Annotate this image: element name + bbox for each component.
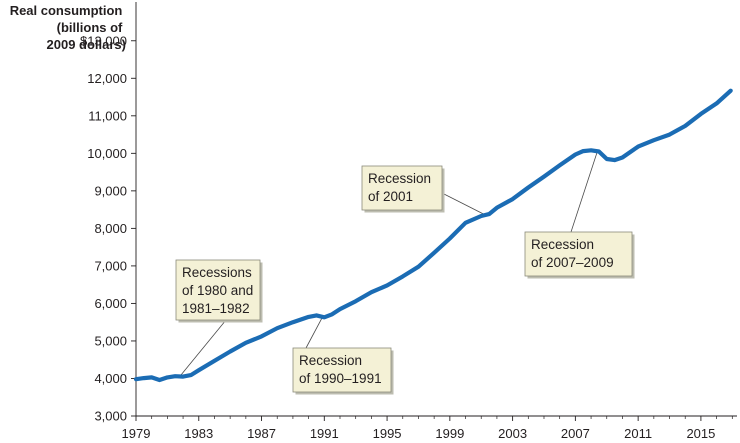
x-tick-label: 1987	[247, 426, 276, 441]
annotation-text: Recession of 2007–2009	[531, 237, 614, 270]
annotation-text-line: of 2001	[368, 189, 413, 204]
annotation-leader-line	[179, 319, 227, 377]
annotation-leader-line	[441, 192, 487, 216]
annotation-text-line: Recession	[368, 171, 431, 186]
annotations: Recessions of 1980 and 1981–1982 Recession o…	[175, 165, 635, 395]
annotation-text-line: of 1990–1991	[299, 371, 382, 386]
y-axis-label: Real consumption (billions of 2009 dolla…	[10, 3, 126, 52]
annotation-text-line: Recession	[299, 353, 362, 368]
x-tick-label: 1995	[373, 426, 402, 441]
y-tick-label: 5,000	[94, 333, 127, 348]
y-tick-label: 3,000	[94, 409, 127, 424]
y-axis-label-line-2: (billions of	[57, 20, 123, 35]
y-axis-label-line-1: Real consumption	[10, 3, 123, 18]
tick-marks	[131, 40, 733, 421]
annotation-text: Recessions of 1980 and 1981–1982	[182, 265, 253, 316]
x-tick-label: 1991	[310, 426, 339, 441]
x-tick-label: 1999	[435, 426, 464, 441]
y-tick-label: 12,000	[87, 71, 127, 86]
x-tick-label: 2007	[561, 426, 590, 441]
annotation-leader-line	[305, 316, 324, 349]
y-tick-label: 4,000	[94, 371, 127, 386]
x-tick-label: 2015	[686, 426, 715, 441]
y-tick-label: 7,000	[94, 258, 127, 273]
x-tick-label: 1983	[184, 426, 213, 441]
x-tick-label: 2003	[498, 426, 527, 441]
axes	[135, 2, 737, 417]
annotation-text-line: 1981–1982	[182, 301, 250, 316]
annotation-leaders	[179, 151, 598, 377]
y-tick-label: 10,000	[87, 146, 127, 161]
series-group	[133, 88, 733, 383]
consumption-series-line	[133, 88, 733, 383]
annotation-text-line: of 2007–2009	[531, 255, 614, 270]
y-axis-label-line-3: 2009 dollars)	[47, 37, 127, 52]
annotation-text: Recession of 1990–1991	[299, 353, 382, 386]
annotation-leader-line	[570, 151, 598, 233]
annotation-box	[292, 347, 392, 393]
annotation-box	[175, 259, 261, 321]
x-tick-label: 1979	[122, 426, 151, 441]
y-tick-label: 8,000	[94, 221, 127, 236]
y-tick-label: 11,000	[88, 108, 127, 123]
annotation-box	[524, 231, 633, 277]
y-tick-label: $13,000	[80, 33, 127, 48]
y-tick-label: 6,000	[94, 296, 127, 311]
annotation-text: Recession of 2001	[368, 171, 431, 204]
tick-labels: 3,000 4,000 5,000 6,000 7,000 8,000 9,000 10,00…	[80, 33, 715, 441]
annotation-box	[361, 165, 443, 211]
x-tick-label: 2011	[624, 426, 652, 441]
annotation-text-line: of 1980 and	[182, 283, 253, 298]
y-tick-label: 9,000	[94, 183, 127, 198]
annotation-text-line: Recession	[531, 237, 594, 252]
annotation-text-line: Recessions	[182, 265, 252, 280]
